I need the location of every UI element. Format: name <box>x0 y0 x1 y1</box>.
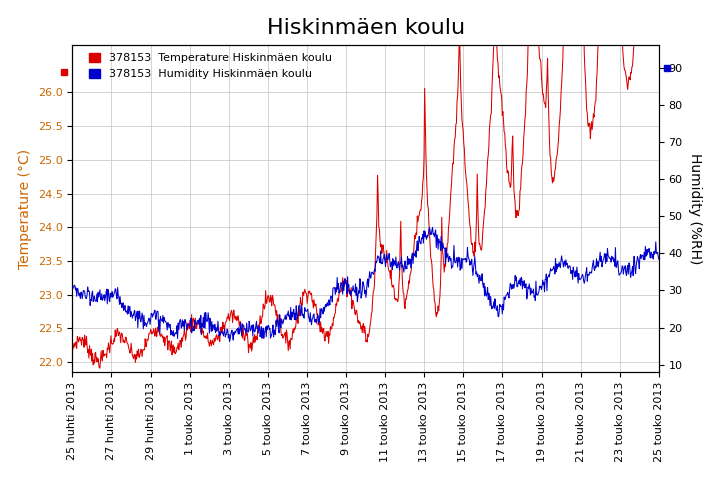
Y-axis label: Temperature (°C): Temperature (°C) <box>18 149 33 269</box>
Title: Hiskinmäen koulu: Hiskinmäen koulu <box>266 18 465 38</box>
Legend: 378153  Temperature Hiskinmäen koulu, 378153  Humidity Hiskinmäen koulu: 378153 Temperature Hiskinmäen koulu, 378… <box>84 48 336 84</box>
Y-axis label: Humidity (%RH): Humidity (%RH) <box>688 153 702 265</box>
